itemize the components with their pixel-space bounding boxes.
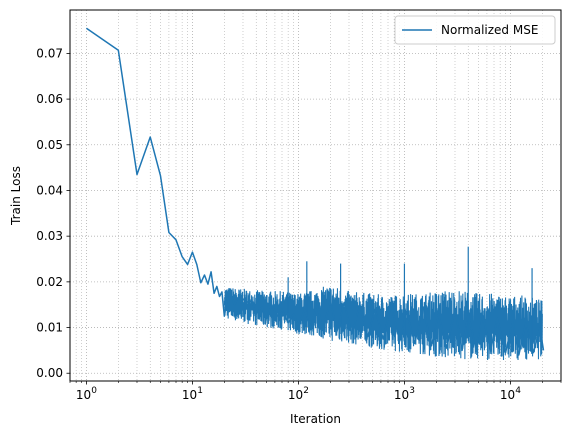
- legend: Normalized MSE: [394, 15, 556, 45]
- y-tick-label: 0.06: [36, 92, 63, 106]
- plot-frame: [69, 9, 562, 382]
- y-tick-label: 0.01: [36, 321, 63, 335]
- y-tick-label: 0.03: [36, 229, 63, 243]
- x-tick-label: 102: [288, 386, 309, 402]
- legend-label: Normalized MSE: [441, 23, 538, 37]
- x-tick-label: 101: [182, 386, 203, 402]
- y-tick-label: 0.05: [36, 138, 63, 152]
- y-tick-label: 0.07: [36, 46, 63, 60]
- legend-box: [394, 15, 556, 45]
- x-tick-label: 103: [394, 386, 415, 402]
- series-noise-band: [223, 286, 543, 360]
- y-tick-label: 0.02: [36, 275, 63, 289]
- y-tick-label: 0.00: [36, 366, 63, 380]
- x-tick-label: 104: [500, 386, 521, 402]
- series-line-normalized-mse: [85, 27, 545, 356]
- x-tick-label: 100: [76, 386, 97, 402]
- ticks: 100 101 102 103 104 0.00 0.01 0.02 0.03 0.04 0.05 0…: [36, 46, 562, 402]
- y-axis-label: Train Loss: [9, 166, 23, 226]
- x-axis-label: Iteration: [290, 412, 341, 426]
- series-layer: [85, 27, 545, 360]
- y-tick-label: 0.04: [36, 183, 63, 197]
